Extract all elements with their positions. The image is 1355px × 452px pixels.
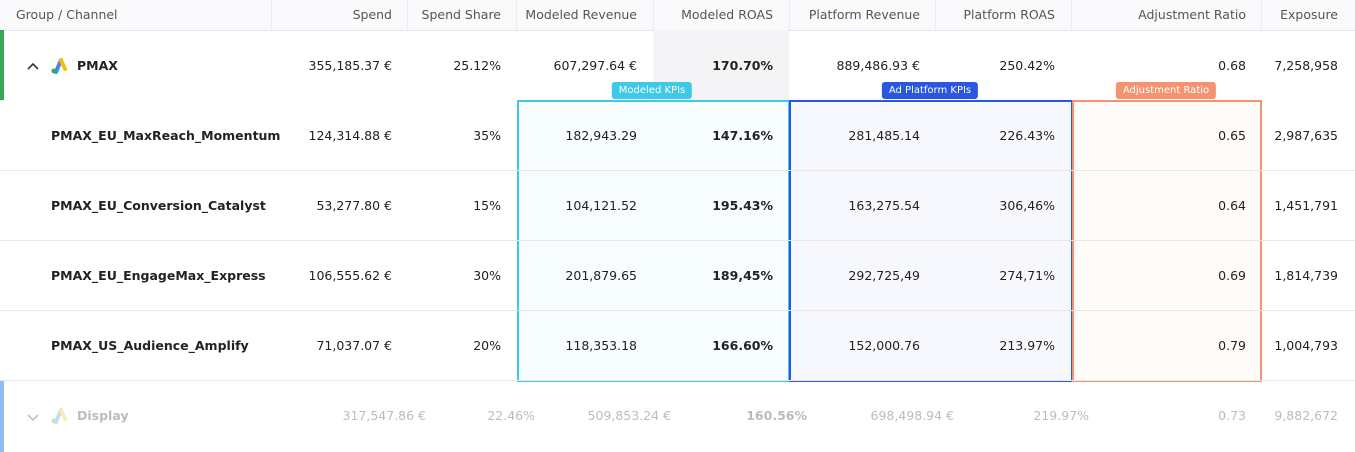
col-divider (653, 0, 654, 30)
row-divider (0, 310, 1355, 311)
cell: 0.79 (1218, 338, 1246, 353)
row-name: PMAX_EU_MaxReach_Momentum (51, 128, 281, 143)
row-divider (0, 170, 1355, 171)
group-bar (0, 380, 4, 452)
highlight-label: Ad Platform KPIs (881, 82, 979, 99)
cell: 160.56% (746, 408, 807, 423)
cell: 35% (473, 128, 501, 143)
cell: 22.46% (487, 408, 535, 423)
column-header: Spend (352, 7, 392, 22)
col-divider (271, 0, 272, 30)
col-divider (1071, 0, 1072, 30)
cell: 71,037.07 € (316, 338, 392, 353)
cell: 274,71% (999, 268, 1055, 283)
cell: 0.68 (1218, 58, 1246, 73)
faded-row: Display 317,547.86 € 22.46% 509,853.24 € 160… (0, 380, 1355, 452)
cell: 201,879.65 (565, 268, 637, 283)
col-divider (516, 0, 517, 30)
cell: 698,498.94 € (870, 408, 955, 423)
row-name: PMAX_EU_EngageMax_Express (51, 268, 266, 283)
cell: 7,258,958 (1274, 58, 1338, 73)
cell: 170.70% (712, 58, 773, 73)
google-ads-logo (51, 408, 67, 424)
row-name: Display (77, 408, 129, 423)
cell: 25.12% (453, 58, 501, 73)
cell: 317,547.86 € (342, 408, 427, 423)
cell: 124,314.88 € (308, 128, 393, 143)
cell: 213.97% (999, 338, 1055, 353)
cell: 106,555.62 € (308, 268, 393, 283)
cell: 189,45% (712, 268, 773, 283)
cell: 166.60% (712, 338, 773, 353)
cell: 0.64 (1218, 198, 1246, 213)
cell: 250.42% (999, 58, 1055, 73)
cell: 163,275.54 (848, 198, 920, 213)
cell: 1,451,791 (1274, 198, 1338, 213)
col-divider (789, 0, 790, 30)
cell: 104,121.52 (565, 198, 637, 213)
cell: 281,485.14 (848, 128, 920, 143)
column-header: Group / Channel (16, 7, 118, 22)
highlight-label: Adjustment Ratio (1115, 82, 1217, 99)
cell: 306,46% (999, 198, 1055, 213)
column-header: Adjustment Ratio (1138, 7, 1246, 22)
google-ads-logo (51, 58, 67, 74)
column-header: Modeled Revenue (525, 7, 637, 22)
row-name: PMAX (77, 58, 118, 73)
cell: 607,297.64 € (553, 58, 638, 73)
cell: 152,000.76 (848, 338, 920, 353)
group-bar (0, 30, 4, 100)
col-divider (1261, 0, 1262, 30)
expand-icon[interactable] (24, 408, 42, 426)
cell: 182,943.29 (565, 128, 637, 143)
col-divider (935, 0, 936, 30)
cell: 147.16% (712, 128, 773, 143)
column-header: Modeled ROAS (681, 7, 773, 22)
cell: 118,353.18 (565, 338, 637, 353)
cell: 20% (473, 338, 501, 353)
cell: 53,277.80 € (316, 198, 392, 213)
cell: 0.65 (1218, 128, 1246, 143)
highlight-label: Modeled KPIs (611, 82, 693, 99)
cell: 2,987,635 (1274, 128, 1338, 143)
row-name: PMAX_US_Audience_Amplify (51, 338, 249, 353)
row-divider (0, 240, 1355, 241)
adjustment-box (1072, 100, 1262, 382)
column-header: Platform ROAS (963, 7, 1055, 22)
cell: 9,882,672 (1274, 408, 1338, 423)
column-header: Platform Revenue (808, 7, 920, 22)
cell: 30% (473, 268, 501, 283)
cell: 509,853.24 € (587, 408, 672, 423)
cell: 292,725,49 (848, 268, 920, 283)
cell: 0.69 (1218, 268, 1246, 283)
col-divider (407, 0, 408, 30)
cell: 195.43% (712, 198, 773, 213)
cell: 889,486.93 € (836, 58, 921, 73)
cell: 355,185.37 € (308, 58, 393, 73)
cell: 0.73 (1218, 408, 1246, 423)
cell: 1,814,739 (1274, 268, 1338, 283)
collapse-icon[interactable] (24, 58, 42, 76)
cell: 219.97% (1033, 408, 1089, 423)
row-divider (0, 380, 1355, 381)
column-header: Exposure (1280, 7, 1338, 22)
cell: 226.43% (999, 128, 1055, 143)
platform-box (789, 100, 1073, 382)
cell: 15% (473, 198, 501, 213)
cell: 1,004,793 (1274, 338, 1338, 353)
row-name: PMAX_EU_Conversion_Catalyst (51, 198, 266, 213)
column-header: Spend Share (421, 7, 501, 22)
